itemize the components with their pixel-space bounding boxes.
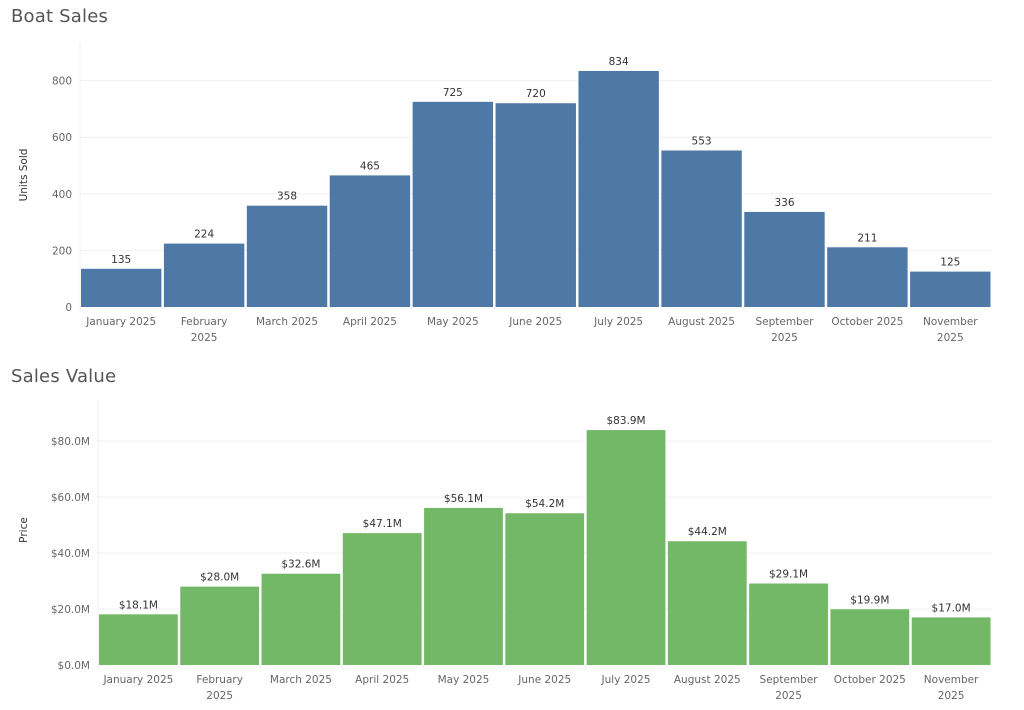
x-tick-label: September [760, 674, 819, 686]
bar [668, 541, 747, 665]
y-tick-label: $20.0M [51, 604, 90, 616]
data-label: $17.0M [932, 602, 971, 614]
data-label: $18.1M [119, 599, 158, 611]
x-tick-label: July 2025 [601, 674, 651, 686]
x-tick-label: March 2025 [270, 674, 332, 686]
y-axis-title: Price [18, 517, 30, 543]
data-label: $47.1M [363, 518, 402, 530]
bar [180, 587, 259, 665]
data-label: $28.0M [200, 572, 239, 584]
x-tick-label: January 2025 [102, 674, 173, 686]
x-tick-label: June 2025 [517, 674, 571, 686]
x-tick-label: February [196, 674, 243, 686]
y-tick-label: $40.0M [51, 548, 90, 560]
y-tick-label: $0.0M [58, 660, 90, 672]
bar [262, 574, 341, 665]
x-tick-label: 2025 [775, 690, 802, 702]
bar [830, 609, 909, 665]
bar [343, 533, 422, 665]
data-label: $19.9M [850, 594, 889, 606]
data-label: $54.2M [525, 498, 564, 510]
data-label: $44.2M [688, 526, 727, 538]
x-tick-label: 2025 [938, 690, 965, 702]
data-label: $56.1M [444, 493, 483, 505]
data-label: $83.9M [606, 415, 645, 427]
bar [749, 584, 828, 665]
x-tick-label: April 2025 [355, 674, 409, 686]
data-label: $32.6M [281, 559, 320, 571]
bar [505, 513, 584, 665]
x-tick-label: May 2025 [438, 674, 490, 686]
y-tick-label: $60.0M [51, 492, 90, 504]
x-tick-label: November [924, 674, 979, 686]
y-tick-label: $80.0M [51, 436, 90, 448]
bar [587, 430, 666, 665]
x-tick-label: 2025 [206, 690, 233, 702]
data-label: $29.1M [769, 569, 808, 581]
bar [912, 617, 991, 665]
bar [424, 508, 503, 665]
bar [99, 614, 178, 665]
x-tick-label: October 2025 [834, 674, 906, 686]
x-tick-label: August 2025 [674, 674, 741, 686]
